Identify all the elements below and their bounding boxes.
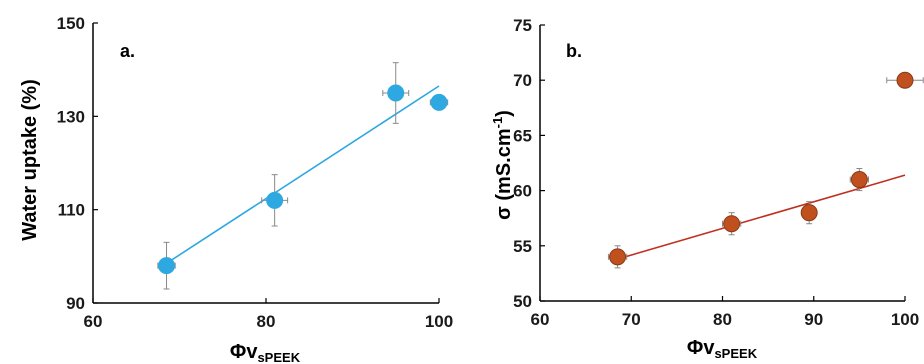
chart-a-data-point [158, 257, 176, 275]
chart-b-x-label-main: Φv [687, 337, 715, 359]
chart-b-points [609, 71, 914, 266]
chart-a-x-tick-label: 100 [425, 312, 453, 331]
chart-b-y-tick-label: 75 [513, 16, 532, 35]
chart-a-x-label: ΦvsPEEK [230, 341, 301, 364]
chart-b-y-label-main: σ (mS.cm [493, 128, 515, 219]
chart-a-x-label-sub: sPEEK [257, 350, 300, 364]
chart-b-data-point [850, 171, 868, 189]
chart-b-trendline [617, 174, 906, 260]
chart-b-panel-label: b. [566, 41, 582, 61]
chart-a-points [158, 84, 448, 275]
chart-b-y-label-end: ) [493, 110, 515, 117]
chart-a-y-tick-label: 110 [58, 201, 85, 220]
chart-a-data-point [387, 84, 405, 102]
chart-b-x-tick-label: 100 [891, 310, 919, 329]
chart-b-data-point [723, 215, 741, 233]
chart-b-x-tick-label: 80 [713, 310, 732, 329]
chart-a-error-bars [157, 62, 449, 290]
chart-b-y-tick-label: 60 [513, 182, 532, 201]
chart-b-data-point [896, 71, 914, 89]
chart-a-x-ticks: 60 80 100 [84, 298, 453, 331]
chart-b-y-label-sup: -1 [490, 117, 505, 129]
chart-a-y-tick-label: 150 [57, 14, 85, 33]
chart-a-data-point [266, 191, 284, 209]
chart-a-x-tick-label: 80 [257, 312, 276, 331]
chart-b-x-tick-label: 60 [531, 310, 550, 329]
chart-b-y-label: σ (mS.cm-1) [490, 110, 515, 220]
chart-b-x-tick-label: 70 [622, 310, 641, 329]
chart-b-y-ticks: 50 55 60 65 70 75 [513, 16, 545, 311]
chart-a-y-tick-label: 90 [66, 294, 85, 313]
chart-a-x-label-main: Φv [230, 341, 258, 363]
chart-b-data-point [800, 204, 818, 222]
chart-b-x-ticks: 60 70 80 90 100 [531, 296, 919, 329]
chart-b-error-bars [607, 77, 924, 269]
chart-b-x-label-sub: sPEEK [714, 346, 757, 361]
chart-a-panel-label: a. [120, 41, 135, 61]
chart-b-x-tick-label: 90 [804, 310, 823, 329]
chart-b-x-label: ΦvsPEEK [687, 337, 758, 361]
chart-b-y-tick-label: 70 [513, 71, 532, 90]
chart-a-y-label: Water uptake (%) [19, 79, 41, 241]
chart-b-y-tick-label: 65 [513, 126, 532, 145]
chart-b-y-tick-label: 50 [513, 292, 532, 311]
chart-a-trendline [166, 85, 440, 265]
chart-a-y-tick-label: 130 [57, 107, 85, 126]
chart-b-data-point [609, 248, 627, 266]
chart-a-data-point [430, 93, 448, 111]
chart-a-y-ticks: 90 110 130 150 [57, 14, 98, 313]
chart-a-x-tick-label: 60 [84, 312, 103, 331]
chart-b-y-tick-label: 55 [513, 237, 532, 256]
